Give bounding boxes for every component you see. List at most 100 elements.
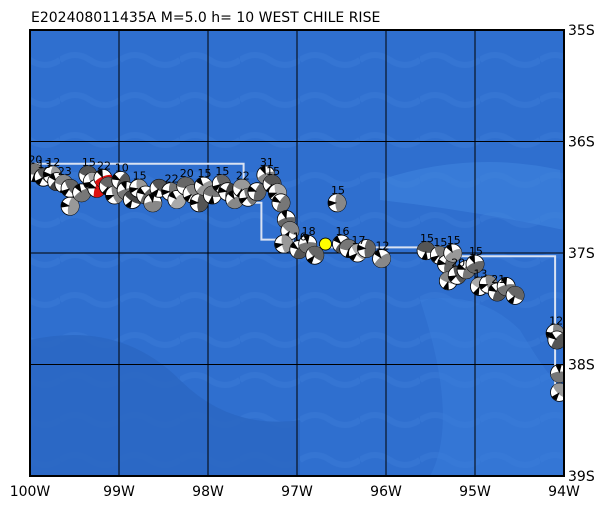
beachball-quadrant <box>469 255 475 265</box>
focal-mechanism[interactable] <box>143 193 163 213</box>
beachball-quadrant <box>551 392 560 401</box>
beachball-quadrant <box>307 255 315 264</box>
beachball-quadrant <box>437 259 447 266</box>
beachball-quadrant <box>473 286 480 295</box>
depth-label: 13 <box>473 267 487 280</box>
beachball-compression <box>507 286 525 301</box>
longitude-tick-label: 95W <box>459 484 491 500</box>
selected-event-marker[interactable] <box>319 237 332 251</box>
focal-mechanism[interactable] <box>327 193 347 213</box>
longitude-tick-label: 99W <box>103 484 135 500</box>
depth-label: 23 <box>58 165 72 178</box>
beachball-compression <box>253 183 266 201</box>
focal-mechanism[interactable] <box>416 241 436 261</box>
beachball-quadrant <box>218 186 228 193</box>
depth-label: 20 <box>180 167 194 180</box>
beachball-compression <box>308 246 324 262</box>
beachball-compression <box>143 200 162 212</box>
longitude-tick-label: 98W <box>192 484 224 500</box>
focal-mechanism[interactable] <box>465 254 485 274</box>
longitude-tick-label: 97W <box>281 484 313 500</box>
longitude-tick-label: 94W <box>548 484 580 500</box>
depth-label: 16 <box>293 231 307 244</box>
depth-label: 15 <box>433 236 447 249</box>
focal-mechanism[interactable] <box>305 245 325 265</box>
latitude-tick-label: 35S <box>568 23 595 39</box>
beachball-compression <box>417 241 436 253</box>
beachball-quadrant <box>357 244 367 251</box>
map-title: E202408011435A M=5.0 h= 10 WEST CHILE RI… <box>31 10 380 26</box>
beachball-quadrant <box>228 190 235 200</box>
beachball-quadrant <box>268 192 278 199</box>
depth-label: 15 <box>198 167 212 180</box>
beachball-quadrant <box>196 177 204 187</box>
beachball-quadrant <box>303 235 310 245</box>
latitude-tick-labels: 35S 36S 37S 38S 39S <box>568 23 595 485</box>
depth-label: 22 <box>165 173 179 186</box>
beachball-quadrant <box>446 244 453 253</box>
beachball-quadrant <box>125 199 133 208</box>
beachball-quadrant <box>148 193 155 203</box>
beachball-compression <box>170 193 186 209</box>
beachball-quadrant <box>35 177 44 185</box>
depth-label: 17 <box>352 234 366 247</box>
beachball-compression <box>444 248 462 262</box>
beachball-quadrant <box>161 189 171 196</box>
depth-label: 12 <box>46 156 60 169</box>
beachball-quadrant <box>274 242 284 249</box>
latitude-tick-label: 38S <box>568 358 595 374</box>
focal-mechanism[interactable] <box>550 364 569 383</box>
focal-mechanism[interactable] <box>247 182 267 202</box>
focal-mechanism[interactable] <box>271 193 291 213</box>
beachball-quadrant <box>74 183 82 193</box>
longitude-tick-label: 100W <box>10 484 51 500</box>
beachball-quadrant <box>290 242 299 250</box>
focal-mechanism[interactable] <box>274 234 294 254</box>
beachball-quadrant <box>151 188 160 197</box>
beachball-quadrant <box>374 250 382 259</box>
depth-label: 15 <box>331 184 345 197</box>
depth-label: 22 <box>236 169 250 182</box>
beachball-compression <box>335 193 347 212</box>
depth-label: 12 <box>376 240 390 253</box>
beachball-compression <box>551 332 564 349</box>
beachball-quadrant <box>430 255 440 263</box>
focal-mechanism[interactable] <box>357 239 376 258</box>
latitude-tick-label: 36S <box>568 135 595 151</box>
beachball-quadrant <box>259 165 266 175</box>
latitude-tick-label: 39S <box>568 469 595 485</box>
depth-label: 15 <box>82 156 96 169</box>
beachball-quadrant <box>328 200 338 207</box>
beachball-compression <box>276 194 290 212</box>
beachball-quadrant <box>488 285 498 293</box>
beachball-quadrant <box>548 332 557 340</box>
beachball-quadrant <box>61 201 71 208</box>
depth-label: 18 <box>302 225 316 238</box>
depth-label: 15 <box>469 245 483 258</box>
depth-label: 22 <box>97 159 111 172</box>
beachball-quadrant <box>212 183 222 191</box>
focal-mechanism[interactable] <box>505 285 525 305</box>
beachball-quadrant <box>555 364 562 374</box>
beachball-quadrant <box>121 181 127 191</box>
focal-mechanism[interactable] <box>443 243 463 263</box>
beachball-quadrant <box>208 195 215 204</box>
beachball-quadrant <box>43 171 53 178</box>
focal-mechanism[interactable] <box>547 330 566 350</box>
focal-mechanism[interactable] <box>372 249 391 268</box>
focal-mechanism[interactable] <box>550 382 569 402</box>
depth-label: 31 <box>260 156 274 169</box>
beachball-compression <box>364 239 376 258</box>
beachball-quadrant <box>333 236 342 245</box>
beachball-quadrant <box>457 263 467 270</box>
beachball-quadrant <box>479 283 489 290</box>
beachball-quadrant <box>105 195 115 201</box>
beachball-quadrant <box>248 185 257 192</box>
focal-mechanism[interactable] <box>60 196 80 216</box>
longitude-tick-label: 96W <box>370 484 402 500</box>
beachball-quadrant <box>442 280 449 290</box>
beachball-quadrant <box>448 275 458 282</box>
beachball-quadrant <box>239 197 249 204</box>
